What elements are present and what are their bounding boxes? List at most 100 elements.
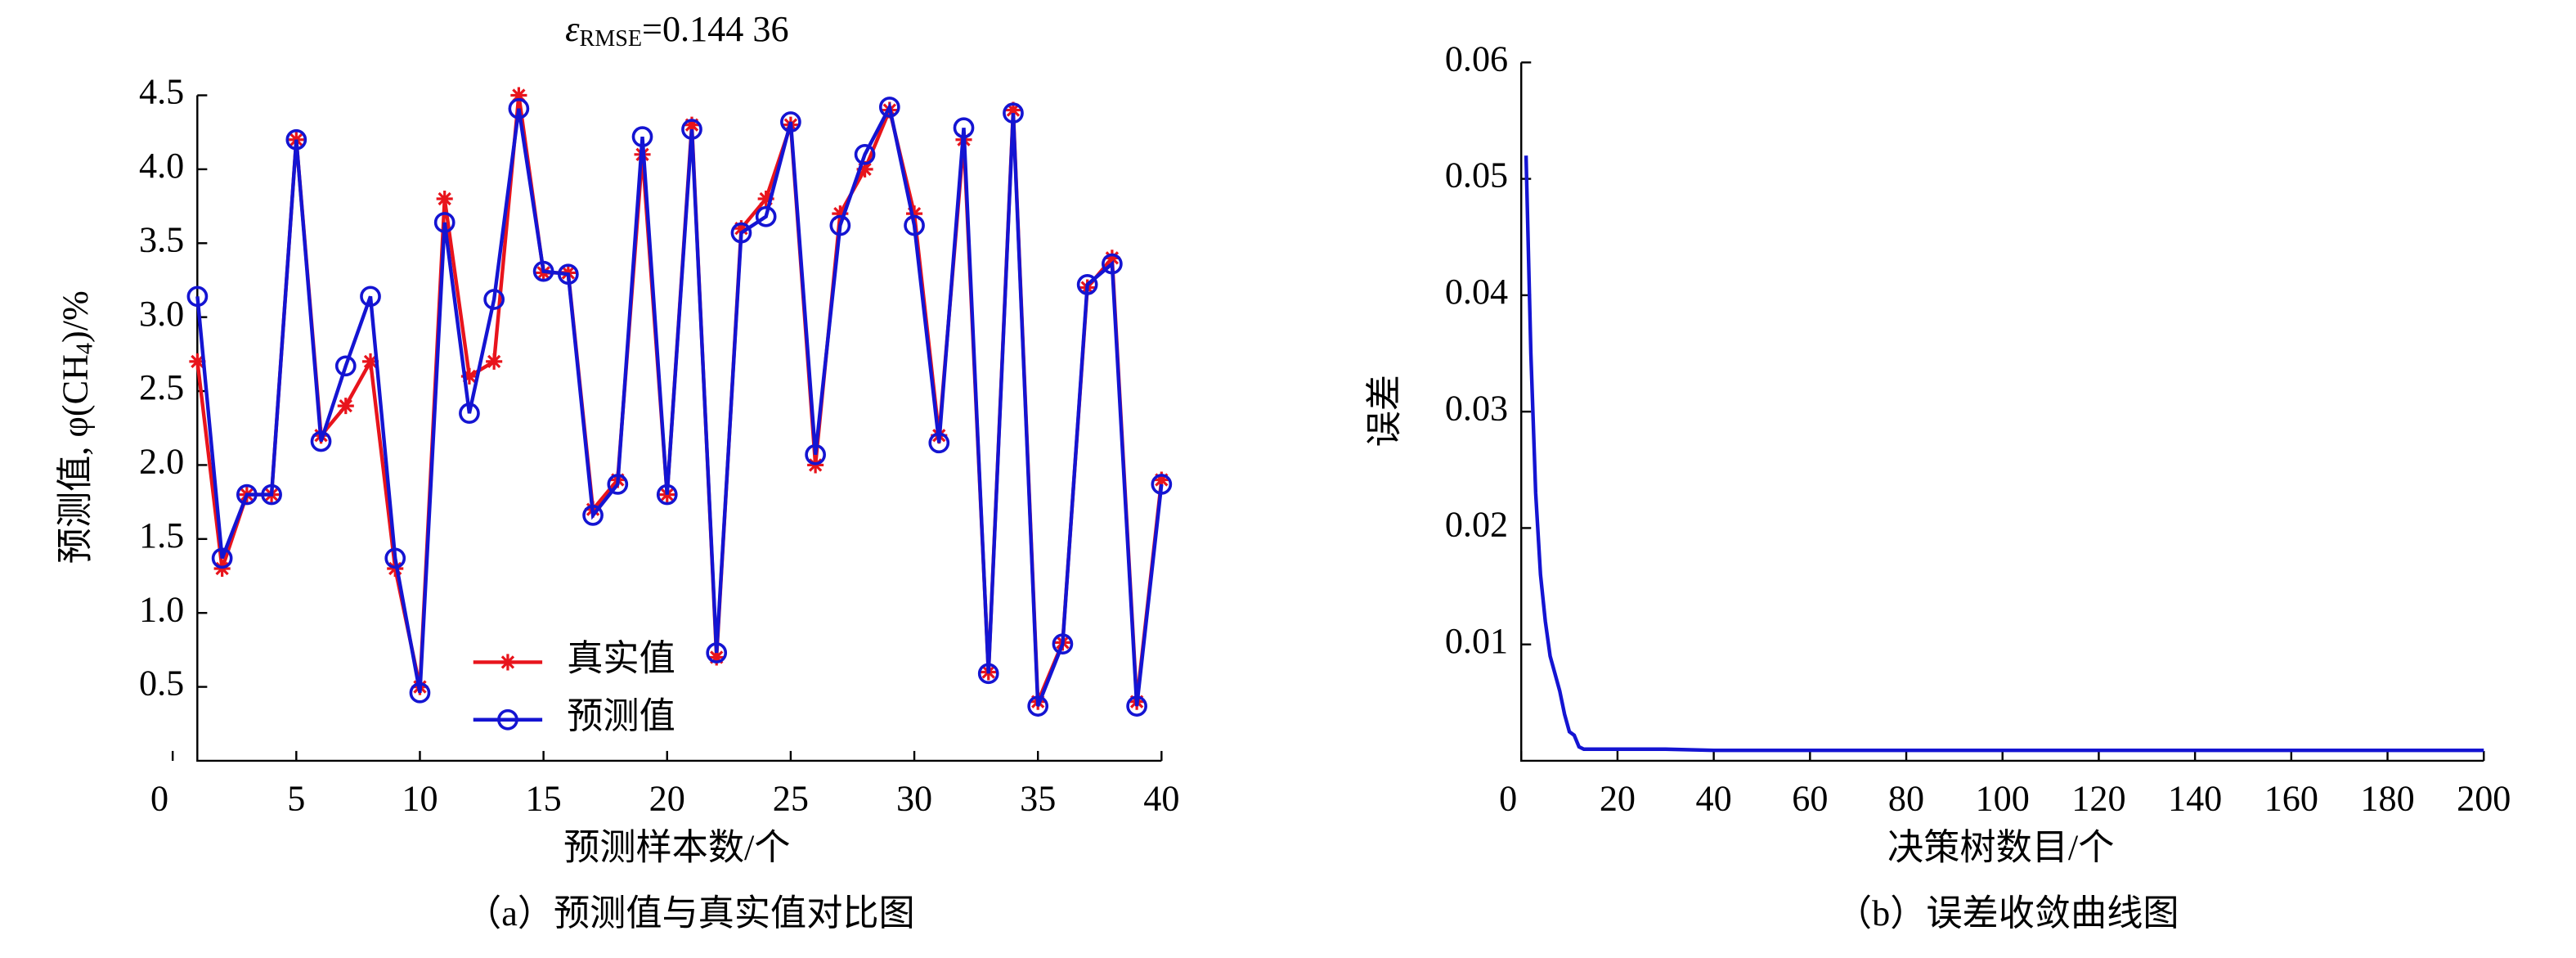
marker [497,708,518,731]
marker [755,205,777,227]
marker [607,474,629,495]
y-tick-label: 0.03 [1445,388,1508,428]
marker [557,263,579,286]
x-tick-label: 140 [2168,778,2222,818]
marker [878,97,900,118]
title-symbol: ε [565,9,580,49]
marker [1102,253,1123,275]
y-tick-label: 2.5 [139,367,184,407]
marker [486,353,503,370]
x-tick-label: 160 [2264,778,2318,818]
marker [631,126,653,147]
caption: （b）误差收敛曲线图 [1836,893,2179,933]
marker [730,222,752,244]
y-tick-label: 3.0 [139,294,184,334]
x-tick-label: 180 [2360,778,2414,818]
y-tick-label: 4.0 [139,146,184,186]
x-tick-label: 20 [1600,778,1636,818]
title-value: =0.144 36 [642,9,789,49]
x-tick-label: 5 [287,778,305,818]
x-tick-label: 120 [2071,778,2125,818]
marker [1151,474,1173,495]
marker [1076,274,1098,295]
marker [706,642,728,663]
x-tick-label: 35 [1020,778,1056,818]
y-tick-label: 0.06 [1445,38,1508,79]
y-tick-label: 2.0 [139,442,184,482]
series-line [195,101,1164,707]
y-tick-label: 0.01 [1445,621,1508,661]
marker [856,160,873,178]
marker [1027,695,1049,717]
marker [757,190,774,208]
marker [1126,695,1147,717]
x-tick-label: 0 [150,778,168,818]
x-tick-label: 40 [1143,778,1179,818]
marker [436,190,453,208]
y-tick-label: 1.5 [139,515,184,555]
caption: （a）预测值与真实值对比图 [465,893,915,933]
y-label-end: )/% [56,290,96,343]
marker [483,289,505,310]
x-tick-label: 20 [649,778,685,818]
y-tick-label: 3.5 [139,219,184,259]
marker [334,355,357,377]
marker [780,111,801,133]
marker [805,443,826,466]
marker [977,663,999,685]
y-label-main: 预测值, φ(CH [56,354,96,564]
marker [189,353,206,370]
y-axis-label: 预测值, φ(CH4)/% [56,290,98,564]
marker [1103,250,1120,267]
marker [236,483,258,506]
marker [261,483,282,506]
x-tick-label: 0 [1499,778,1517,818]
x-tick-label: 200 [2457,778,2511,818]
marker [582,505,604,526]
x-tick-label: 60 [1792,778,1828,818]
marker [186,286,209,308]
y-tick-label: 4.5 [139,72,184,112]
marker [953,117,975,139]
x-tick-label: 25 [773,778,809,818]
marker [310,430,332,452]
marker [854,143,876,165]
marker [656,483,678,506]
marker [906,205,923,223]
x-tick-label: 40 [1696,778,1732,818]
marker [361,353,379,370]
marker [1052,633,1074,655]
y-tick-label: 0.5 [139,663,184,704]
chart-title: εRMSE=0.144 36 [565,9,788,52]
x-tick-label: 10 [402,778,438,818]
marker [508,97,530,119]
marker [1003,102,1024,124]
x-tick-label: 30 [896,778,932,818]
marker [683,116,701,133]
x-tick-label: 100 [1976,778,2030,818]
marker [928,432,950,454]
y-tick-label: 1.0 [139,589,184,629]
marker [829,214,851,236]
y-tick-label: 0.02 [1445,505,1508,545]
y-label-subscript: 4 [73,343,98,354]
x-axis-label: 决策树数目/个 [1887,828,2114,868]
marker [510,87,527,104]
y-axis-label: 误差 [1365,375,1405,447]
marker [337,398,354,415]
legend-label: 真实值 [567,639,675,679]
marker [499,654,516,671]
marker [459,403,480,425]
legend-label: 预测值 [567,696,675,736]
marker [681,119,702,140]
series-line [1524,155,2484,753]
marker [384,547,406,569]
marker [904,214,925,236]
x-tick-label: 80 [1888,778,1924,818]
marker [532,260,554,282]
marker [832,205,849,223]
marker [409,681,431,704]
marker [708,649,725,666]
